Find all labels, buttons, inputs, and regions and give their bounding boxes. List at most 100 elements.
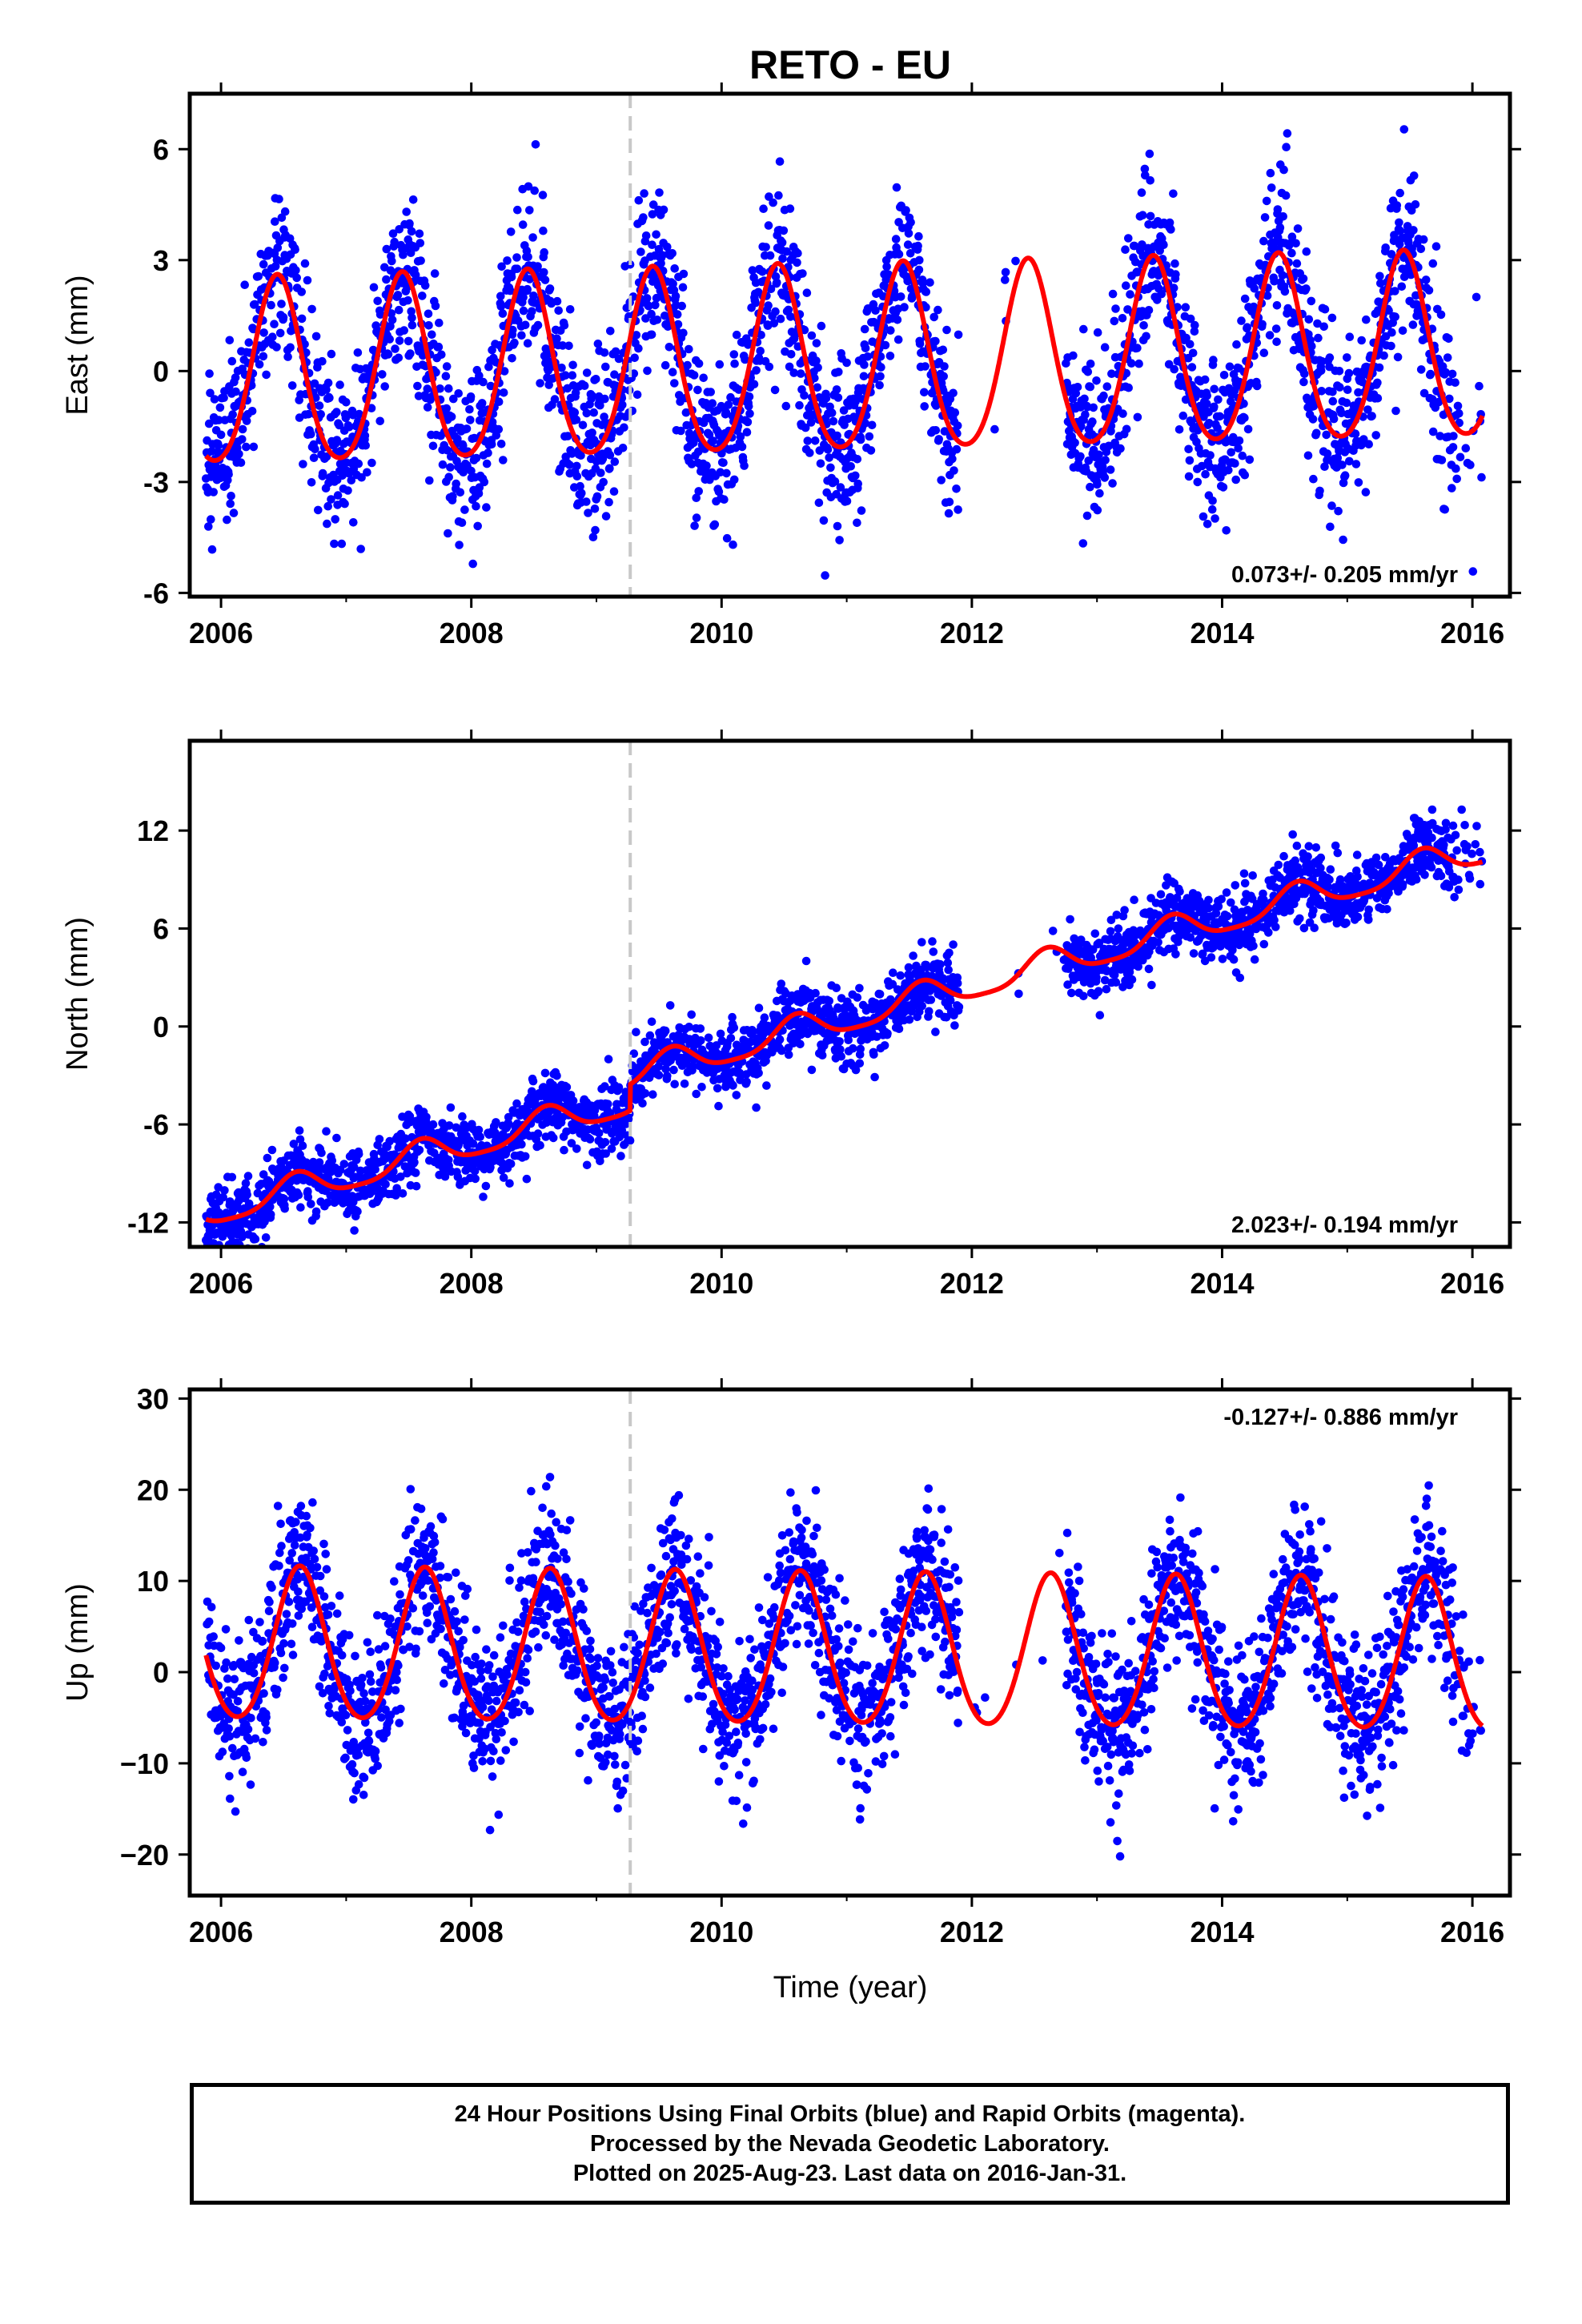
east-daily-position	[1409, 171, 1419, 180]
north-daily-position	[896, 971, 905, 980]
east-daily-position	[1351, 429, 1360, 438]
east-daily-position	[455, 541, 464, 549]
east-daily-position	[467, 466, 476, 476]
east-daily-position	[648, 240, 656, 250]
east-daily-position	[231, 373, 240, 382]
east-daily-position	[851, 471, 860, 480]
east-daily-position	[641, 231, 651, 240]
east-daily-position	[484, 448, 492, 457]
east-daily-position	[793, 258, 801, 267]
east-daily-position	[411, 271, 420, 279]
east-daily-position	[314, 505, 323, 515]
east-daily-position	[816, 459, 825, 468]
east-daily-position	[1184, 444, 1193, 454]
east-daily-position	[382, 275, 391, 284]
east-daily-position	[588, 392, 597, 400]
east-daily-position	[275, 328, 285, 338]
east-daily-position	[1093, 480, 1102, 489]
north-daily-position	[251, 1234, 260, 1244]
north-daily-position	[1079, 978, 1089, 987]
east-daily-position	[1287, 232, 1297, 242]
north-daily-position	[266, 1202, 275, 1211]
east-daily-position	[829, 416, 838, 426]
north-daily-position	[601, 1149, 610, 1158]
east-daily-position	[758, 267, 767, 276]
east-daily-position	[1083, 368, 1093, 376]
north-daily-position	[713, 1084, 722, 1093]
north-daily-position	[317, 1148, 326, 1157]
east-daily-position	[453, 434, 462, 444]
east-daily-position	[648, 200, 658, 209]
east-daily-position	[568, 449, 576, 458]
east-daily-position	[1258, 320, 1267, 329]
east-daily-position	[634, 195, 644, 205]
east-daily-position	[219, 393, 228, 403]
east-daily-position	[1243, 424, 1253, 434]
east-daily-position	[1393, 352, 1403, 362]
east-daily-position	[1142, 332, 1150, 341]
east-daily-position	[224, 469, 233, 479]
north-daily-position	[533, 1129, 543, 1138]
east-daily-position	[1174, 425, 1184, 434]
north-daily-position	[540, 1068, 550, 1078]
north-daily-position	[548, 1133, 558, 1143]
east-daily-position	[819, 516, 829, 525]
east-daily-position	[420, 281, 430, 290]
east-daily-position	[1299, 377, 1308, 387]
north-daily-position	[661, 1064, 670, 1074]
east-daily-position	[1011, 256, 1020, 266]
east-daily-position	[496, 302, 506, 311]
north-daily-position	[1235, 973, 1245, 983]
east-daily-position	[806, 418, 816, 427]
east-daily-position	[861, 344, 870, 353]
east-daily-position	[827, 408, 837, 417]
east-daily-position	[325, 393, 334, 403]
east-daily-position	[238, 424, 247, 434]
east-daily-position	[1102, 382, 1112, 392]
east-daily-position	[785, 362, 794, 372]
east-daily-position	[668, 368, 677, 377]
east-daily-position	[323, 378, 333, 388]
north-daily-position	[654, 1071, 664, 1080]
north-daily-position	[552, 1072, 561, 1080]
east-daily-position	[915, 255, 924, 265]
east-daily-position	[344, 422, 354, 432]
east-daily-position	[337, 539, 347, 549]
east-daily-position	[770, 385, 780, 395]
east-daily-position	[1201, 469, 1210, 479]
east-daily-position	[1134, 359, 1143, 368]
east-daily-position	[1108, 479, 1117, 488]
north-daily-position	[289, 1140, 299, 1148]
north-daily-position	[567, 1139, 576, 1148]
east-daily-position	[875, 380, 884, 390]
north-daily-position	[512, 1099, 521, 1108]
north-daily-position	[371, 1165, 380, 1174]
east-daily-position	[866, 446, 876, 455]
north-daily-position	[226, 1197, 235, 1206]
east-daily-position	[1198, 461, 1207, 471]
north-daily-position	[396, 1172, 405, 1181]
east-daily-position	[497, 262, 506, 271]
east-daily-position	[1338, 460, 1347, 469]
east-daily-position	[582, 368, 592, 377]
east-daily-position	[1375, 271, 1384, 281]
east-daily-position	[611, 347, 620, 356]
north-daily-position	[817, 1051, 827, 1059]
north-daily-position	[411, 1168, 420, 1177]
east-daily-position	[1206, 451, 1215, 460]
north-daily-position	[777, 1046, 786, 1055]
east-daily-position	[1443, 353, 1452, 362]
east-daily-position	[393, 291, 403, 300]
north-daily-position	[670, 1080, 679, 1089]
east-daily-position	[673, 310, 682, 319]
east-daily-position	[1214, 395, 1223, 404]
north-daily-position	[825, 996, 833, 1006]
east-daily-position	[1426, 369, 1435, 379]
north-daily-position	[943, 959, 953, 967]
east-daily-position	[1239, 399, 1248, 408]
east-daily-position	[1279, 212, 1287, 221]
east-daily-position	[719, 458, 728, 468]
east-daily-position	[1182, 333, 1191, 343]
east-daily-position	[576, 451, 585, 460]
east-daily-position	[494, 424, 504, 434]
